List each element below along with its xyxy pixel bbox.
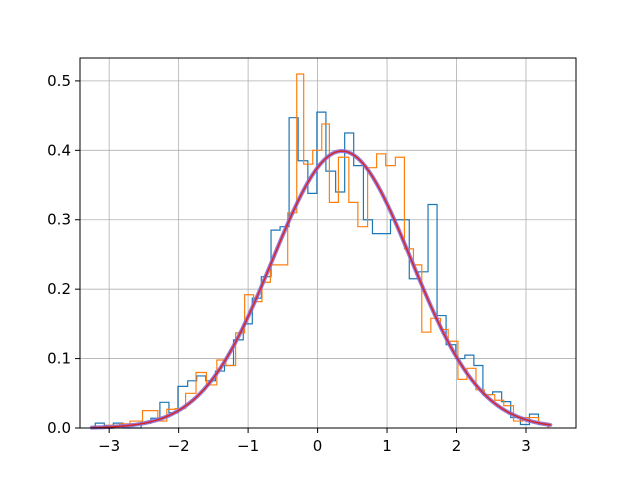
series-layer <box>89 73 553 430</box>
y-tick-label: 0.4 <box>47 141 71 159</box>
plot-frame <box>79 57 577 429</box>
x-tick-label: 0 <box>313 437 323 455</box>
y-tick-label: 0.5 <box>47 72 71 90</box>
x-tick-label: −1 <box>237 437 259 455</box>
plot-area <box>80 58 576 428</box>
x-tick-label: −3 <box>98 437 120 455</box>
histogram-series-1 <box>94 111 549 429</box>
y-tick-label: 0.3 <box>47 211 71 229</box>
pdf-curve-4 <box>91 150 552 429</box>
x-tick-label: −2 <box>168 437 190 455</box>
histogram-series-2 <box>105 73 549 428</box>
axis-ticks: −3 −2 −1 0 1 2 3 0.0 0.1 0.2 0.3 0.4 0.5 <box>47 72 531 455</box>
y-tick-label: 0.1 <box>47 350 71 368</box>
y-tick-label: 0.0 <box>47 419 71 437</box>
y-tick-label: 0.2 <box>47 280 71 298</box>
x-tick-label: 1 <box>382 437 392 455</box>
x-tick-label: 3 <box>521 437 531 455</box>
x-tick-label: 2 <box>452 437 462 455</box>
